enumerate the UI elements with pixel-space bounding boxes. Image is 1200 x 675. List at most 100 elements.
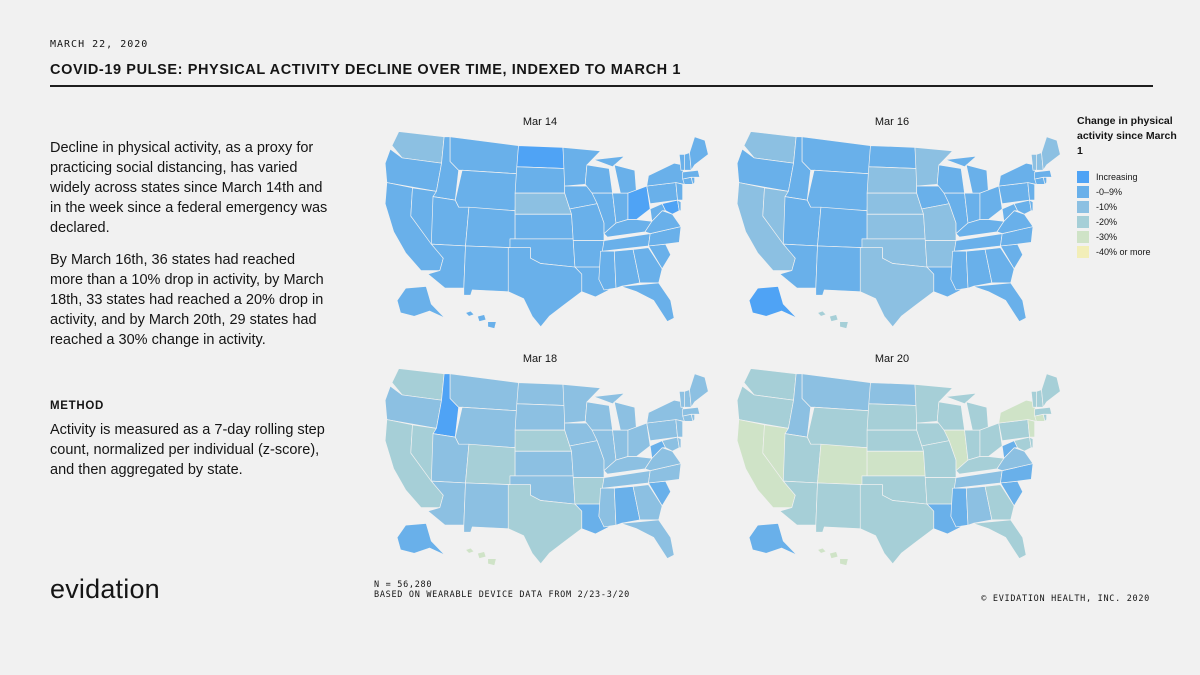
state-nm <box>463 245 511 296</box>
state-de <box>677 436 682 449</box>
map-title-mar-16: Mar 16 <box>874 116 910 128</box>
state-nm <box>815 482 863 533</box>
state-ne <box>866 429 924 452</box>
state-nj <box>1027 419 1036 438</box>
state-sd <box>866 403 918 431</box>
state-md <box>1013 199 1032 215</box>
state-sd <box>866 166 918 194</box>
legend-swatch <box>1077 245 1089 258</box>
map-title-mar-14: Mar 14 <box>522 116 558 128</box>
states-group <box>384 368 709 566</box>
page-title: COVID-19 PULSE: PHYSICAL ACTIVITY DECLIN… <box>50 62 682 78</box>
state-wy <box>806 406 870 449</box>
state-ak <box>748 523 798 556</box>
state-wi <box>584 401 613 431</box>
state-oh <box>979 422 1003 457</box>
state-ne <box>514 192 572 215</box>
legend-swatch <box>1077 230 1089 243</box>
state-oh <box>979 185 1003 220</box>
legend-item: -10% <box>1077 199 1177 214</box>
legend-item: -40% or more <box>1077 244 1177 259</box>
legend-item: Increasing <box>1077 169 1177 184</box>
legend-label: -40% or more <box>1096 246 1151 257</box>
description-paragraph-2: By March 16th, 36 states had reached mor… <box>50 252 324 348</box>
state-hi <box>817 547 849 566</box>
state-nd <box>516 145 566 169</box>
map-title-mar-18: Mar 18 <box>522 353 558 365</box>
state-ny <box>998 162 1037 187</box>
state-oh <box>627 185 651 220</box>
copyright: © EVIDATION HEALTH, INC. 2020 <box>981 594 1150 604</box>
legend-label: -20% <box>1096 216 1118 227</box>
state-ga <box>984 247 1015 284</box>
state-ks <box>866 450 926 477</box>
state-sd <box>514 403 566 431</box>
legend-swatch <box>1077 200 1089 213</box>
state-fl <box>620 282 675 322</box>
state-ma <box>1034 406 1053 417</box>
us-map-mar-18 <box>384 368 709 566</box>
state-me <box>1041 373 1061 408</box>
legend: Change in physical activity since March … <box>1077 114 1177 259</box>
state-ks <box>514 450 574 477</box>
state-wi <box>936 164 965 194</box>
state-ms <box>950 487 969 528</box>
state-al <box>613 486 641 526</box>
evidation-logo: evidation <box>50 574 160 604</box>
legend-title: Change in physical activity since March … <box>1077 115 1177 157</box>
state-ma <box>1034 169 1053 180</box>
state-ak <box>748 286 798 319</box>
us-map-mar-20 <box>736 368 1061 566</box>
state-tx <box>859 484 935 565</box>
state-ny <box>646 162 685 187</box>
state-de <box>1029 436 1034 449</box>
us-map-mar-14 <box>384 131 709 329</box>
states-group <box>736 131 1061 329</box>
state-co <box>465 443 516 486</box>
state-ms <box>950 250 969 291</box>
legend-label: -0–9% <box>1096 186 1123 197</box>
state-ar <box>924 477 957 505</box>
state-al <box>613 249 641 289</box>
state-wy <box>454 406 518 449</box>
state-ks <box>866 213 926 240</box>
state-me <box>1041 136 1061 171</box>
legend-label: -30% <box>1096 231 1118 242</box>
state-mt <box>801 373 871 412</box>
legend-swatch <box>1077 185 1089 198</box>
state-ar <box>924 240 957 268</box>
state-ms <box>598 487 617 528</box>
state-me <box>689 136 709 171</box>
description: Decline in physical activity, as a proxy… <box>50 138 330 362</box>
state-nm <box>815 245 863 296</box>
legend-swatch <box>1077 215 1089 228</box>
method-heading: METHOD <box>50 400 105 412</box>
state-md <box>661 199 680 215</box>
state-hi <box>465 547 497 566</box>
data-source: BASED ON WEARABLE DEVICE DATA FROM 2/23-… <box>374 590 630 600</box>
state-me <box>689 373 709 408</box>
state-wv <box>649 203 666 222</box>
state-nj <box>1027 182 1036 201</box>
state-ma <box>682 406 701 417</box>
state-nm <box>463 482 511 533</box>
state-ma <box>682 169 701 180</box>
state-ms <box>598 250 617 291</box>
state-ga <box>632 247 663 284</box>
state-al <box>965 249 993 289</box>
state-mt <box>449 373 519 412</box>
state-co <box>465 206 516 249</box>
state-tx <box>507 247 583 328</box>
state-nd <box>868 382 918 406</box>
state-ny <box>646 399 685 424</box>
legend-label: Increasing <box>1096 171 1138 182</box>
state-hi <box>817 310 849 329</box>
state-co <box>817 443 868 486</box>
state-mt <box>449 136 519 175</box>
state-ne <box>514 429 572 452</box>
state-ar <box>572 477 605 505</box>
states-group <box>384 131 709 329</box>
state-tx <box>507 484 583 565</box>
state-ny <box>998 399 1037 424</box>
state-nd <box>516 382 566 406</box>
